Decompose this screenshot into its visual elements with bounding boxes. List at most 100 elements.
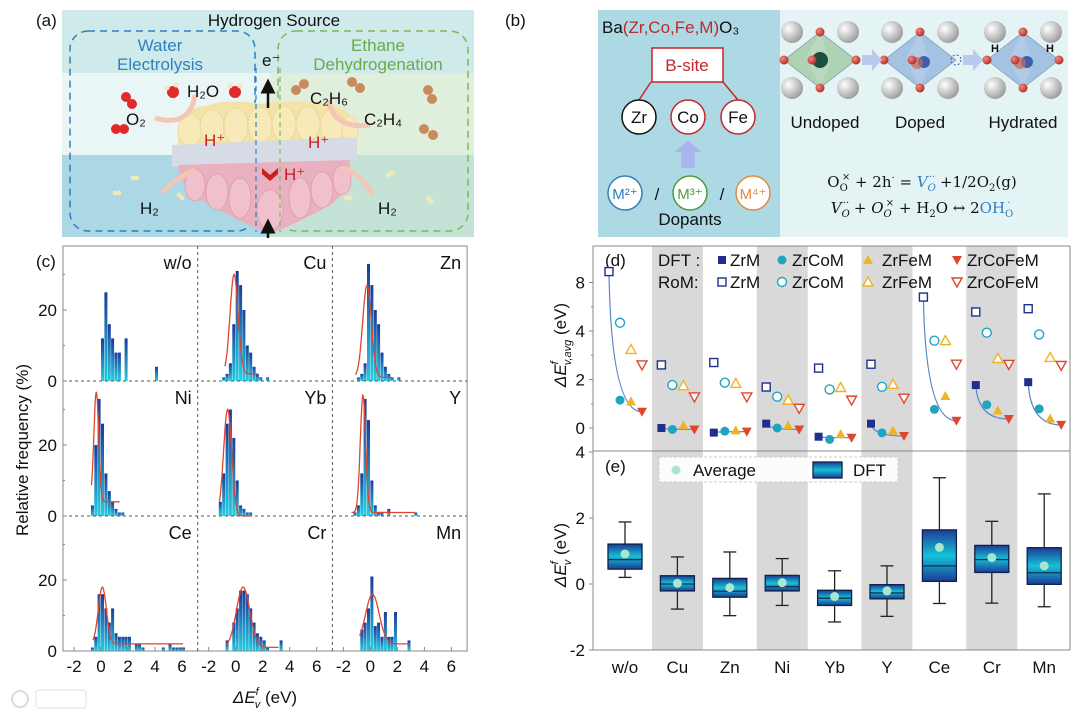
gaussian-fit-curve — [224, 273, 258, 375]
histogram-bar — [175, 647, 179, 651]
a-site-atom — [1040, 77, 1062, 99]
panel-label-c: (c) — [36, 252, 56, 271]
rom-zrcofem-point — [1002, 359, 1015, 371]
scatter-group-Cu — [656, 360, 701, 435]
histogram-bar — [182, 647, 185, 651]
dft-zrfem-point — [678, 420, 689, 430]
dft-zrfem-point — [730, 425, 741, 435]
x-tick-label: Cu — [667, 658, 689, 677]
a-site-atom — [837, 21, 859, 43]
dft-zrm-point — [1024, 378, 1033, 387]
histogram-bar — [228, 363, 232, 382]
mean-point — [672, 578, 682, 588]
connector-zr — [638, 81, 652, 101]
y-axis-label-e: ΔEfv (eV) — [549, 523, 574, 588]
oxygen-atom — [815, 27, 825, 37]
histogram-bar — [266, 647, 270, 651]
o2-molecule-icons — [111, 92, 137, 134]
dft-zrcofem-point — [794, 425, 805, 435]
oxygen-atom — [1018, 27, 1028, 37]
box-Mn — [1026, 493, 1062, 608]
histogram-bar — [155, 366, 158, 381]
histogram-wo: w/o — [101, 253, 192, 382]
histogram-bar — [363, 398, 367, 516]
rom-zrcofem-point — [845, 395, 858, 407]
histogram-panel-label: Y — [449, 388, 461, 408]
histogram-panel-label: Cu — [303, 253, 326, 273]
histogram-bar — [380, 352, 384, 381]
oxygen-atom — [1010, 55, 1020, 65]
rom-zrcom-point — [667, 379, 678, 391]
box-Cu — [659, 556, 696, 610]
gaussian-fit-curve — [225, 586, 279, 649]
a-site-atom — [881, 77, 903, 99]
oxygen-atom — [915, 83, 925, 93]
x-tick-label: 2 — [393, 657, 402, 676]
dft-zrcom-point — [1034, 404, 1044, 414]
x-tick-label: Ni — [774, 658, 790, 677]
dft-zrcom-point — [825, 434, 835, 444]
rom-zrfem-point — [782, 393, 795, 405]
mean-point — [620, 549, 630, 559]
rom-zrfem-point — [1044, 350, 1057, 363]
dft-zrcom-point — [929, 404, 939, 414]
histogram-bar — [397, 377, 401, 381]
electrolysis-title: Electrolysis — [117, 55, 203, 74]
dft-zrcofem-point — [1056, 420, 1067, 430]
mean-point — [987, 553, 997, 563]
histogram-bar — [363, 622, 367, 651]
histogram-bar — [370, 480, 374, 516]
legend-rom-marker-icon — [861, 275, 875, 287]
mean-point — [725, 583, 735, 593]
legend-rom-series: ZrCoM — [792, 273, 844, 292]
histogram-bar — [353, 512, 357, 516]
histogram-bar — [259, 636, 263, 651]
histogram-bar — [373, 505, 377, 516]
panel-a-schematic: (a) Hydrogen Source Water Electrolysis E… — [36, 10, 474, 238]
undoped-label: Undoped — [790, 113, 859, 132]
dft-zrfem-point — [835, 429, 846, 439]
legend-dft-series: ZrM — [730, 251, 760, 270]
y-axis-label-d: ΔEfv,avg (eV) — [549, 303, 574, 388]
scatter-group-Y — [866, 359, 911, 442]
histogram-bar — [101, 423, 104, 516]
scatter-group-Zn — [709, 357, 753, 437]
zr-circle — [621, 99, 657, 135]
histogram-bar — [360, 373, 364, 381]
histogram-bar — [394, 612, 397, 651]
dft-zrm-point — [709, 428, 718, 437]
octahedron-hydrated — [982, 21, 1064, 99]
panel-c-frame — [62, 245, 468, 652]
x-tick-label: -2 — [66, 657, 81, 676]
histogram-bar — [387, 636, 391, 651]
oxygen-vacancy-icon — [950, 54, 962, 66]
h2-molecule-icons — [112, 170, 434, 204]
histogram-bar — [90, 647, 94, 651]
panel-label-a: (a) — [36, 11, 57, 30]
trend-curve — [1027, 382, 1062, 426]
rom-zrcofem-point — [1055, 360, 1068, 372]
electron-label: e⁻ — [262, 51, 280, 70]
x-tick-label: -2 — [201, 657, 216, 676]
oxygen-atom — [879, 55, 889, 65]
histogram-bar — [390, 377, 394, 381]
gaussian-fit-curve — [354, 284, 392, 379]
histogram-bar — [249, 352, 253, 381]
a-site-atom — [937, 77, 959, 99]
panel-e-boxplot: (e) w/o Cu Zn Ni Yb Y Ce Cr Mn -2 0 2 4 Average DFT ΔEfv… — [549, 443, 1071, 677]
legend-dft-marker-icon — [777, 255, 787, 265]
defect-equation-2: VO·· + OO× + H2O ↔ 2OHO· — [831, 198, 1014, 220]
rom-zrcom-point — [772, 391, 783, 402]
oxygen-atom — [807, 55, 817, 65]
rom-zrfem-point — [624, 342, 638, 355]
arrow-to-hydrated-icon — [963, 49, 983, 71]
mean-point — [830, 592, 840, 602]
histogram-Ni: Ni — [90, 388, 192, 516]
rom-zrcom-point — [876, 381, 888, 392]
oxygen-atom — [1054, 55, 1064, 65]
rom-zrcom-point — [824, 384, 835, 395]
histogram-bar — [107, 324, 111, 381]
histogram-bar — [117, 512, 121, 516]
histogram-bar — [104, 473, 108, 516]
